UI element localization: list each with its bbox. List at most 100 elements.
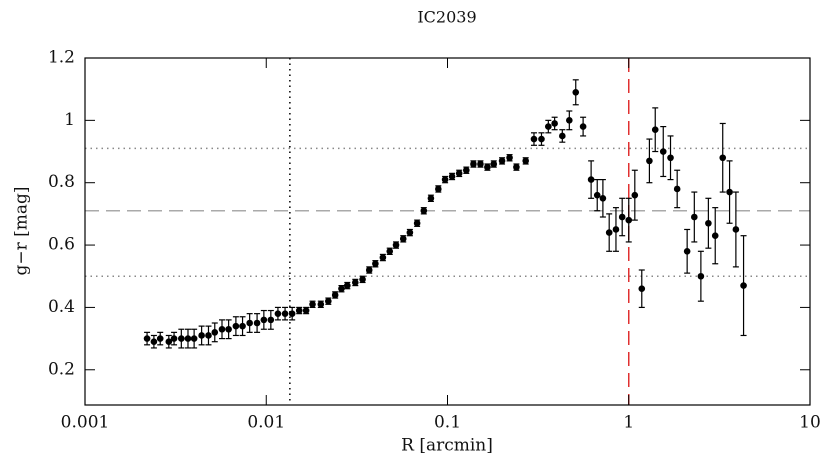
data-point bbox=[225, 325, 232, 333]
data-point bbox=[198, 332, 205, 339]
y-tick-label: 0.2 bbox=[48, 359, 75, 379]
data-point bbox=[413, 219, 421, 227]
data-point bbox=[205, 332, 212, 339]
data-point bbox=[399, 235, 407, 243]
data-point bbox=[559, 132, 566, 140]
data-point bbox=[325, 297, 332, 305]
plot-frame bbox=[84, 57, 811, 406]
data-point bbox=[420, 207, 428, 215]
data-point bbox=[683, 247, 691, 255]
data-point bbox=[267, 316, 275, 324]
data-point bbox=[150, 338, 158, 346]
data-point bbox=[455, 170, 463, 177]
data-point bbox=[599, 194, 607, 202]
data-point bbox=[513, 163, 520, 171]
y-tick-label: 0.8 bbox=[48, 172, 75, 192]
data-point bbox=[317, 300, 325, 308]
data-point bbox=[343, 282, 351, 289]
x-tick-label: 0.1 bbox=[434, 413, 461, 433]
data-point bbox=[365, 266, 373, 274]
data-point bbox=[705, 219, 712, 227]
data-point bbox=[631, 191, 639, 199]
data-point bbox=[506, 154, 513, 162]
data-point bbox=[667, 154, 674, 162]
x-axis-label: R [arcmin] bbox=[401, 436, 493, 456]
data-point bbox=[618, 213, 626, 221]
data-point bbox=[593, 191, 601, 199]
data-point bbox=[651, 126, 659, 134]
data-point bbox=[441, 176, 449, 183]
data-point bbox=[156, 335, 164, 342]
data-point bbox=[239, 322, 246, 330]
data-point bbox=[352, 279, 359, 286]
data-point bbox=[435, 185, 442, 193]
data-point bbox=[288, 310, 296, 317]
data-point bbox=[392, 241, 400, 249]
y-tick-label: 1.2 bbox=[48, 48, 75, 68]
data-point bbox=[246, 319, 253, 327]
data-point bbox=[719, 154, 727, 162]
data-point bbox=[281, 310, 289, 317]
data-point bbox=[646, 157, 653, 165]
data-point bbox=[638, 285, 646, 293]
y-tick-label: 1 bbox=[64, 110, 75, 130]
data-point bbox=[406, 229, 414, 236]
y-tick-label: 0.4 bbox=[48, 297, 75, 317]
data-point bbox=[490, 160, 498, 168]
chart-title: IC2039 bbox=[417, 8, 476, 27]
data-point bbox=[302, 307, 310, 314]
data-point bbox=[331, 291, 339, 299]
data-point bbox=[477, 160, 484, 168]
data-point bbox=[551, 120, 558, 127]
data-point bbox=[566, 117, 573, 124]
data-point bbox=[178, 335, 185, 342]
data-point bbox=[572, 88, 580, 96]
data-point bbox=[484, 163, 491, 171]
data-point bbox=[386, 247, 394, 255]
data-point bbox=[740, 282, 747, 289]
x-tick-label: 0.001 bbox=[61, 413, 110, 433]
data-point bbox=[522, 157, 529, 165]
data-point bbox=[691, 213, 698, 221]
data-point bbox=[165, 338, 173, 346]
x-tick-label: 1 bbox=[623, 413, 634, 433]
data-point bbox=[184, 335, 192, 342]
data-point bbox=[659, 148, 667, 155]
data-point bbox=[711, 232, 719, 240]
data-point bbox=[253, 319, 261, 327]
data-point bbox=[726, 188, 733, 196]
data-point bbox=[338, 285, 345, 293]
data-point bbox=[463, 166, 470, 174]
data-point bbox=[530, 135, 538, 143]
y-axis-label: g−r [mag] bbox=[12, 186, 32, 275]
data-point bbox=[579, 123, 587, 130]
data-point bbox=[427, 194, 435, 202]
data-point bbox=[625, 216, 633, 224]
data-point bbox=[359, 276, 366, 283]
data-point bbox=[587, 176, 595, 183]
data-point bbox=[218, 325, 226, 333]
data-point bbox=[170, 335, 178, 342]
x-tick-label: 10 bbox=[799, 413, 821, 433]
data-point bbox=[143, 335, 151, 342]
y-tick-label: 0.6 bbox=[48, 235, 75, 255]
data-point bbox=[697, 272, 705, 280]
data-point bbox=[470, 160, 477, 168]
data-point bbox=[732, 226, 740, 233]
data-point bbox=[612, 226, 620, 233]
data-point bbox=[448, 173, 456, 180]
data-point bbox=[260, 316, 268, 324]
x-tick-label: 0.01 bbox=[247, 413, 285, 433]
data-point bbox=[605, 229, 613, 236]
data-point bbox=[190, 335, 198, 342]
data-point bbox=[274, 310, 282, 317]
data-point bbox=[545, 123, 552, 130]
data-point bbox=[295, 307, 303, 314]
data-point bbox=[211, 329, 219, 336]
data-point bbox=[673, 185, 681, 193]
data-point bbox=[379, 254, 387, 261]
data-point bbox=[498, 157, 506, 165]
data-point bbox=[538, 135, 545, 143]
data-point bbox=[309, 300, 316, 308]
